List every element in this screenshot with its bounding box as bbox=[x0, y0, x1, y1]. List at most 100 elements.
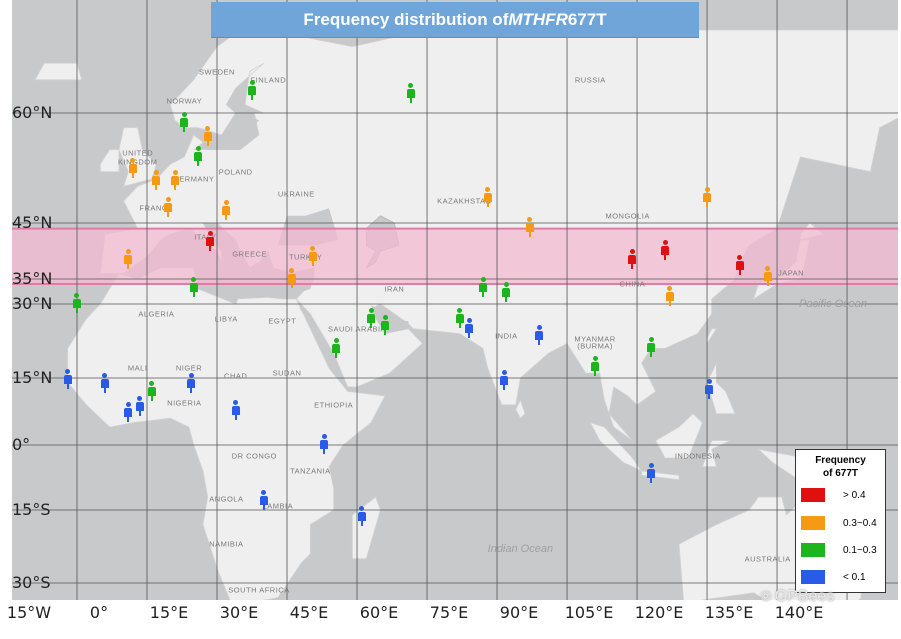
population-marker-icon bbox=[203, 126, 212, 147]
map-area: SWEDEN FINLAND NORWAY UNITED KINGDOM POLAND GE… bbox=[12, 0, 898, 600]
population-marker-icon bbox=[735, 255, 744, 275]
legend-item-low: < 0.1 bbox=[801, 570, 866, 584]
country-label: FRANCE bbox=[139, 203, 174, 213]
population-marker-icon bbox=[535, 324, 544, 345]
population-marker-icon bbox=[152, 170, 161, 191]
population-marker-icon bbox=[100, 373, 109, 394]
population-marker-icon bbox=[135, 395, 144, 416]
country-label: UKRAINE bbox=[277, 189, 315, 199]
population-marker-icon bbox=[194, 145, 203, 166]
country-label: KINGDOM bbox=[117, 157, 158, 167]
country-label: SOUTH AFRICA bbox=[228, 585, 290, 595]
country-label: (BURMA) bbox=[577, 341, 613, 351]
country-label: TURKEY bbox=[288, 252, 323, 262]
legend-label: 0.3~0.4 bbox=[843, 517, 877, 529]
population-marker-icon bbox=[357, 505, 366, 526]
highlight-band-layer bbox=[12, 227, 898, 285]
country-label: ZAMBIA bbox=[262, 501, 294, 511]
population-marker-icon bbox=[222, 199, 231, 220]
population-marker-icon bbox=[287, 267, 296, 288]
landmass-taiwan bbox=[706, 328, 718, 345]
country-label: ITALY bbox=[194, 233, 216, 242]
country-label: AUSTRALIA bbox=[744, 554, 791, 564]
population-marker-icon bbox=[591, 355, 600, 376]
population-marker-icon bbox=[367, 307, 376, 328]
population-marker-icon bbox=[661, 239, 670, 260]
population-marker-icon bbox=[164, 196, 172, 217]
legend-swatch bbox=[801, 570, 825, 584]
population-marker-icon bbox=[187, 373, 196, 394]
population-marker-icon bbox=[171, 169, 179, 190]
country-label: ETHIOPIA bbox=[314, 400, 354, 410]
legend-label: < 0.1 bbox=[843, 571, 866, 583]
country-label: SUDAN bbox=[272, 368, 302, 378]
country-label: NORWAY bbox=[166, 96, 203, 106]
longitude-tick-label: 30°E bbox=[219, 603, 259, 622]
legend-item-mid-high: 0.3~0.4 bbox=[801, 516, 877, 530]
population-marker-icon bbox=[500, 370, 509, 391]
population-marker-icon bbox=[763, 265, 772, 286]
legend-swatch bbox=[801, 516, 825, 530]
title-gene: MTHFR bbox=[508, 9, 568, 29]
country-label: POLAND bbox=[218, 167, 253, 177]
longitude-tick-label: 75°E bbox=[429, 603, 469, 622]
longitude-tick-label: 135°E bbox=[704, 603, 754, 622]
country-label: EGYPT bbox=[268, 316, 297, 326]
latitude-tick-label: 0° bbox=[12, 435, 31, 454]
longitude-tick-label: 45°E bbox=[289, 603, 329, 622]
longitude-tick-label: 60°E bbox=[359, 603, 399, 622]
country-label: INDIA bbox=[495, 331, 518, 341]
population-marker-icon bbox=[332, 338, 340, 359]
title-suffix: 677T bbox=[567, 9, 607, 29]
country-label: MONGOLIA bbox=[605, 211, 650, 221]
ocean-label: Indian Ocean bbox=[487, 542, 554, 555]
population-marker-icon bbox=[381, 314, 390, 335]
population-marker-icon bbox=[502, 281, 511, 302]
country-label: UNITED bbox=[122, 148, 154, 158]
country-label: GREECE bbox=[232, 249, 268, 259]
population-marker-icon bbox=[455, 307, 464, 328]
population-marker-icon bbox=[406, 83, 415, 104]
landmass-philippines bbox=[706, 363, 736, 415]
longitude-tick-label: 120°E bbox=[634, 603, 684, 622]
population-marker-icon bbox=[72, 293, 81, 313]
legend-title-line2: of 677T bbox=[822, 468, 858, 479]
ocean-label: Pacific Ocean bbox=[799, 298, 867, 310]
landmass-madagascar bbox=[351, 496, 381, 560]
latitude-tick-label: 60°N bbox=[12, 103, 53, 122]
population-marker-icon bbox=[703, 187, 712, 208]
country-label: IRAN bbox=[384, 284, 405, 294]
population-marker-icon bbox=[308, 246, 317, 267]
country-label: CHAD bbox=[224, 371, 248, 381]
population-marker-icon bbox=[231, 400, 240, 421]
country-label: SAUDI ARABIA bbox=[327, 324, 387, 334]
country-label: INDONESIA bbox=[674, 451, 721, 461]
population-marker-icon bbox=[525, 217, 534, 238]
population-marker-icon bbox=[128, 158, 137, 178]
population-marker-icon bbox=[124, 249, 133, 270]
longitude-tick-label: 140°E bbox=[774, 603, 824, 622]
country-label: ANGOLA bbox=[209, 494, 244, 504]
population-marker-icon bbox=[320, 434, 329, 455]
legend-label: 0.1~0.3 bbox=[843, 544, 877, 556]
population-marker-icon bbox=[465, 317, 474, 338]
country-label: MALI bbox=[127, 363, 148, 373]
population-marker-icon bbox=[206, 230, 214, 251]
population-marker-icon bbox=[483, 187, 492, 208]
legend-title: Frequency of 677T bbox=[796, 454, 885, 480]
country-label: DR CONGO bbox=[231, 451, 277, 461]
country-label: CHINA bbox=[619, 279, 646, 289]
country-label: MYANMAR bbox=[574, 334, 616, 344]
latitude-tick-label: 30°N bbox=[12, 294, 53, 313]
legend-title-line1: Frequency bbox=[815, 455, 866, 466]
population-marker-icon bbox=[479, 276, 488, 297]
country-label: NAMIBIA bbox=[209, 539, 244, 549]
landmass-iceland bbox=[34, 62, 83, 81]
wechat-icon: ❁ bbox=[760, 588, 772, 604]
country-label: LIBYA bbox=[214, 314, 238, 324]
watermark: ❁ GPBees bbox=[760, 588, 834, 606]
country-label: JAPAN bbox=[777, 268, 805, 278]
population-marker-icon bbox=[705, 379, 714, 400]
longitude-tick-label: 15°W bbox=[6, 603, 52, 622]
population-marker-icon bbox=[147, 380, 156, 401]
